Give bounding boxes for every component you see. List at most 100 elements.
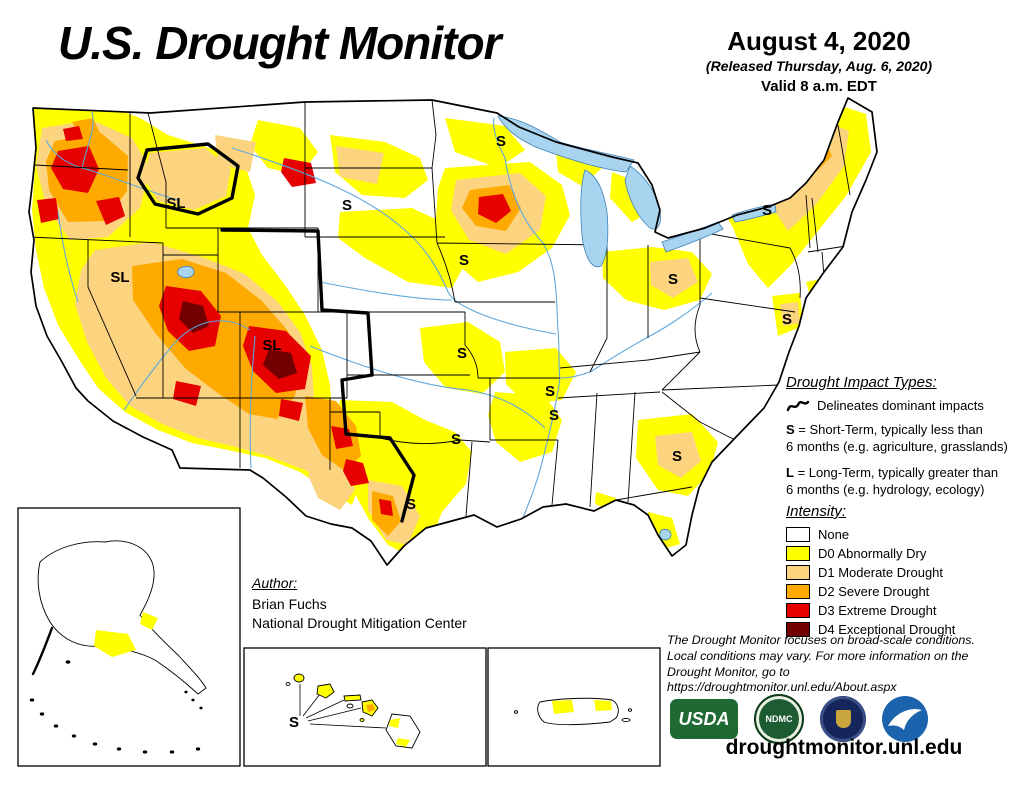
- intensity-label-d0: D0 Abnormally Dry: [818, 546, 927, 561]
- alaska-peninsula: [31, 626, 54, 676]
- usda-logo-text: USDA: [678, 708, 730, 729]
- intensity-swatch-d1: [786, 565, 810, 580]
- intensity-row-d3: D3 Extreme Drought: [786, 603, 1020, 618]
- long-term-line2: 6 months (e.g. hydrology, ecology): [786, 481, 985, 497]
- map-label-texas: S: [406, 496, 416, 513]
- intensity-swatch-d2: [786, 584, 810, 599]
- doc-shield-icon: [835, 710, 851, 728]
- author-heading: Author:: [252, 575, 298, 591]
- puerto-rico-inset: [487, 647, 661, 767]
- map-label-missouri: S: [545, 383, 555, 400]
- disclaimer-line-3: Drought Monitor, go to https://droughtmo…: [667, 664, 897, 695]
- valid-time: Valid 8 a.m. EDT: [761, 78, 877, 95]
- puerto-rico-d0-areas: [552, 700, 612, 714]
- release-date: (Released Thursday, Aug. 6, 2020): [705, 58, 933, 74]
- intensity-label-none: None: [818, 527, 850, 542]
- map-labels: SL SL SL S S S S S S S S S S S S: [110, 133, 792, 513]
- map-label-nevada: SL: [110, 269, 129, 286]
- author-name: Brian Fuchs: [252, 595, 327, 612]
- impact-curve-icon: [786, 400, 810, 411]
- lanai-island: [346, 703, 354, 709]
- d1-moderate-drought-areas: [36, 119, 849, 545]
- intensity-legend: Intensity: None D0 Abnormally Dry D1 Mod…: [786, 503, 1020, 641]
- state-borders: [29, 99, 851, 517]
- national-border: [28, 97, 878, 566]
- ndmc-logo: NDMC: [754, 694, 804, 744]
- kahoolawe-island: [359, 718, 365, 722]
- disclaimer-line-2: Local conditions may vary. For more info…: [667, 648, 969, 663]
- delineates-label: Delineates dominant impacts: [817, 398, 984, 413]
- short-term-line2: 6 months (e.g. agriculture, grasslands): [786, 438, 1008, 454]
- impact-delineation-idaho: [136, 142, 240, 216]
- intensity-label-d4: D4 Exceptional Drought: [818, 622, 956, 637]
- map-label-new-england: S: [762, 202, 772, 219]
- intensity-heading: Intensity:: [786, 503, 847, 520]
- author-block: Author: Brian Fuchs National Drought Mit…: [252, 574, 467, 633]
- intensity-label-d2: D2 Severe Drought: [818, 584, 930, 599]
- usda-logo: USDA: [670, 699, 738, 739]
- noaa-bird-icon: [888, 709, 922, 730]
- map-label-iowa: S: [459, 252, 469, 269]
- short-term-line1: = Short-Term, typically less than: [798, 422, 983, 437]
- molokai-island: [343, 694, 362, 702]
- great-lakes: [177, 115, 777, 541]
- map-label-oklahoma: S: [451, 431, 461, 448]
- date-block: August 4, 2020 (Released Thursday, Aug. …: [688, 26, 950, 95]
- impact-types-legend: Drought Impact Types: Delineates dominan…: [786, 374, 1020, 508]
- intensity-row-d0: D0 Abnormally Dry: [786, 546, 1020, 561]
- delineates-row: Delineates dominant impacts: [786, 398, 1020, 413]
- intensity-swatch-d0: [786, 546, 810, 561]
- conus-drought-layers: [29, 99, 871, 556]
- alaska-inset: [17, 507, 241, 767]
- intensity-row-d2: D2 Severe Drought: [786, 584, 1020, 599]
- page-title: U.S. Drought Monitor: [58, 17, 501, 69]
- hawaii-leader-lines: [299, 684, 387, 729]
- intensity-swatch-d3: [786, 603, 810, 618]
- intensity-swatch-d4: [786, 622, 810, 637]
- disclaimer-line-1: The Drought Monitor focuses on broad-sca…: [667, 633, 975, 647]
- map-label-idaho: SL: [166, 195, 185, 212]
- intensity-label-d3: D3 Extreme Drought: [818, 603, 937, 618]
- logo-row: USDA NDMC: [670, 694, 1020, 744]
- map-label-new-jersey: S: [782, 311, 792, 328]
- d4-exceptional-drought-areas: [179, 301, 297, 379]
- site-url: droughtmonitor.unl.edu: [725, 736, 963, 759]
- long-term-definition: L = Long-Term, typically greater than 6 …: [786, 465, 1020, 499]
- impact-types-heading: Drought Impact Types:: [786, 374, 937, 391]
- map-label-georgia: S: [672, 448, 682, 465]
- dept-of-commerce-logo: [820, 696, 866, 742]
- hawaii-inset: S: [243, 647, 487, 767]
- alaska-d0-areas: [94, 612, 158, 657]
- vieques-island: [621, 717, 631, 723]
- intensity-row-d1: D1 Moderate Drought: [786, 565, 1020, 580]
- map-label-hawaii: S: [289, 714, 299, 731]
- disclaimer-text: The Drought Monitor focuses on broad-sca…: [667, 633, 1020, 696]
- short-term-definition: S = Short-Term, typically less than 6 mo…: [786, 422, 1020, 456]
- map-label-nebraska-kansas: S: [457, 345, 467, 362]
- mona-island: [513, 710, 519, 714]
- rivers: [45, 111, 713, 521]
- report-date: August 4, 2020: [727, 26, 911, 56]
- impact-delineation-plains: [220, 228, 416, 523]
- map-label-arkansas: S: [549, 407, 559, 424]
- map-label-montana: S: [342, 197, 352, 214]
- author-org: National Drought Mitigation Center: [252, 614, 467, 631]
- noaa-logo: [882, 696, 928, 742]
- map-label-ohio: S: [668, 271, 678, 288]
- long-term-line1: = Long-Term, typically greater than: [797, 464, 999, 480]
- intensity-row-d4: D4 Exceptional Drought: [786, 622, 1020, 637]
- long-term-letter: L: [786, 464, 794, 480]
- niihau-island: [285, 682, 291, 686]
- maui-d2-area: [366, 704, 375, 712]
- intensity-row-none: None: [786, 527, 1020, 542]
- intensity-label-d1: D1 Moderate Drought: [818, 565, 944, 580]
- ndmc-logo-text: NDMC: [765, 714, 793, 724]
- alaska-landmass: [37, 540, 207, 695]
- intensity-swatch-none: [786, 527, 810, 542]
- kauai-island: [293, 673, 305, 683]
- d3-extreme-drought-areas: [37, 126, 511, 516]
- oahu-island: [316, 683, 335, 699]
- big-island-d0-areas: [389, 718, 410, 747]
- map-label-minnesota: S: [496, 133, 506, 150]
